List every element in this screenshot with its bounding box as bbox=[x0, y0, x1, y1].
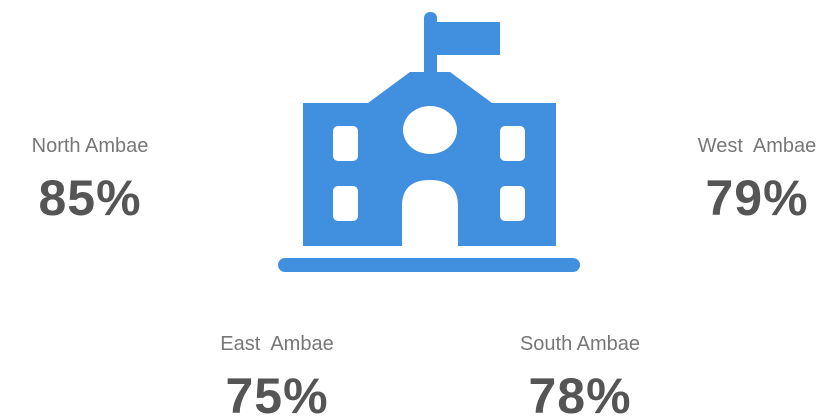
region: West Ambae 79% bbox=[657, 134, 836, 226]
region-name: East Ambae bbox=[220, 333, 334, 355]
region-value: 79% bbox=[705, 170, 809, 226]
region-value: 75% bbox=[225, 368, 329, 417]
window bbox=[333, 186, 358, 221]
window bbox=[500, 126, 525, 161]
region-value: 78% bbox=[528, 368, 632, 417]
door bbox=[402, 180, 458, 246]
region: East Ambae 75% bbox=[177, 332, 377, 417]
region-value: 85% bbox=[38, 170, 142, 226]
window bbox=[500, 186, 525, 221]
region-name: West Ambae bbox=[697, 135, 817, 157]
region: South Ambae 78% bbox=[480, 332, 680, 417]
building bbox=[303, 72, 556, 246]
region-name: North Ambae bbox=[31, 135, 149, 157]
round-window bbox=[403, 106, 457, 154]
window bbox=[333, 126, 358, 161]
region: North Ambae 85% bbox=[0, 134, 190, 226]
flag bbox=[430, 22, 500, 55]
region-name: South Ambae bbox=[519, 333, 641, 355]
base bbox=[278, 258, 580, 272]
